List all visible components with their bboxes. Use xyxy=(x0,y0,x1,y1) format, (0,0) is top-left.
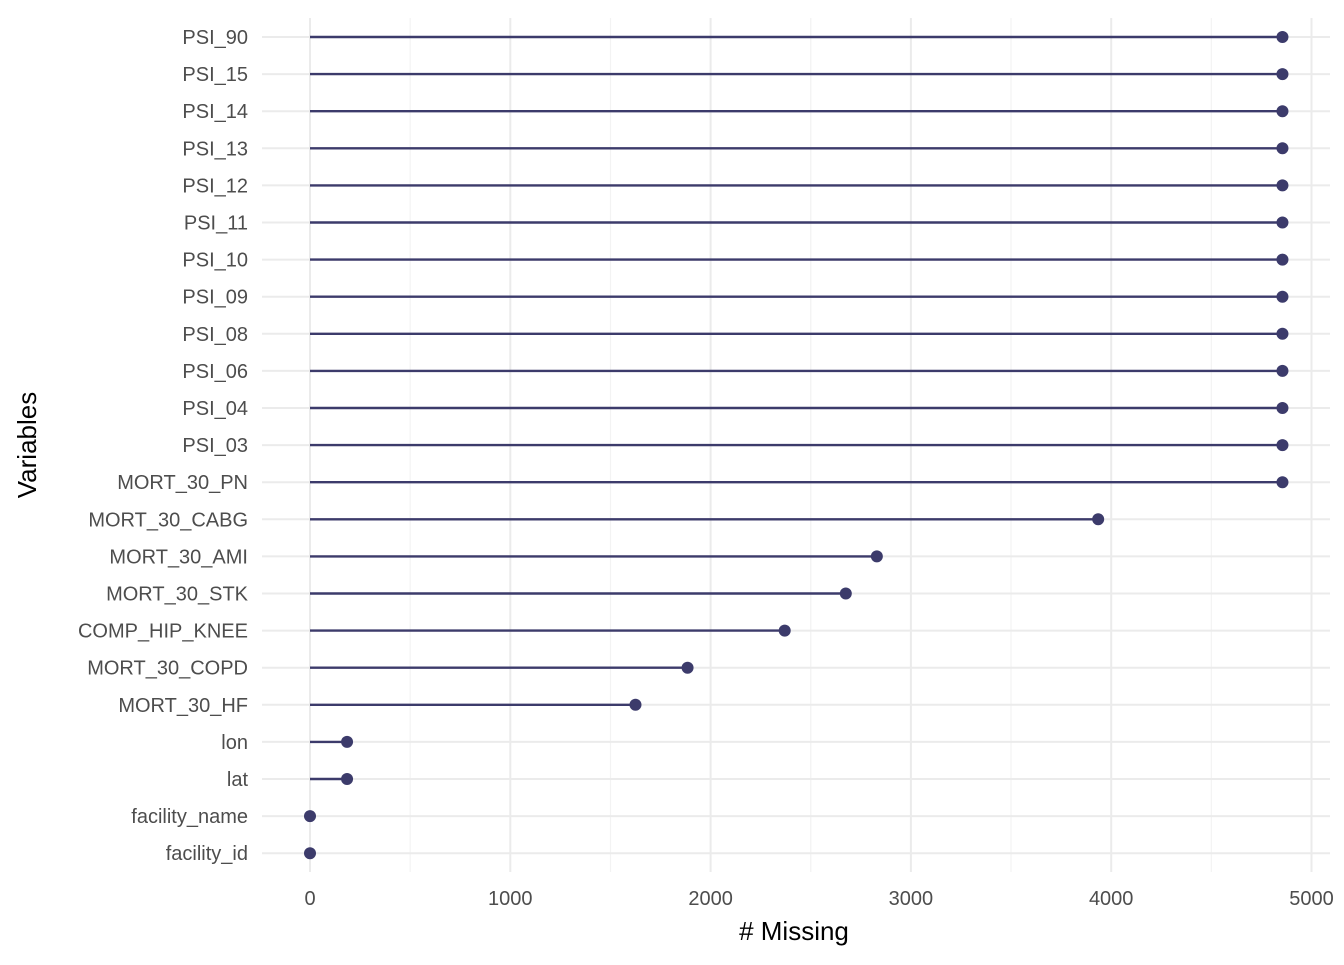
y-tick-label: PSI_03 xyxy=(182,435,248,457)
y-tick-label: PSI_14 xyxy=(182,101,248,123)
x-tick-label: 5000 xyxy=(1289,888,1334,910)
y-tick-label: PSI_04 xyxy=(182,398,248,420)
lollipop-point xyxy=(304,810,316,823)
lollipop-point xyxy=(1276,105,1289,118)
x-axis-title: # Missing xyxy=(739,916,849,946)
y-tick-label: PSI_08 xyxy=(182,324,248,346)
lollipop-point xyxy=(1276,142,1289,155)
lollipop-point xyxy=(1276,68,1289,81)
lollipop-point xyxy=(341,735,354,748)
x-tick-label: 0 xyxy=(304,888,315,910)
y-tick-label: MORT_30_STK xyxy=(106,584,249,606)
lollipop-point xyxy=(1276,402,1289,414)
y-tick-label: MORT_30_HF xyxy=(118,695,248,717)
lollipop-point xyxy=(1092,513,1105,526)
lollipop-point xyxy=(341,773,354,785)
y-tick-label: facility_name xyxy=(131,806,248,828)
x-tick-label: 2000 xyxy=(688,888,733,910)
lollipop-point xyxy=(304,847,316,860)
y-tick-label: PSI_10 xyxy=(182,250,248,272)
lollipop-point xyxy=(778,624,791,637)
y-tick-label: MORT_30_PN xyxy=(117,472,248,494)
lollipop-point xyxy=(629,698,642,711)
y-tick-label: COMP_HIP_KNEE xyxy=(78,621,248,643)
lollipop-point xyxy=(1276,364,1289,377)
y-tick-label: facility_id xyxy=(166,843,248,865)
lollipop-point xyxy=(1276,179,1289,192)
lollipop-point xyxy=(1276,327,1289,340)
y-tick-label: PSI_06 xyxy=(182,361,248,383)
y-tick-label: MORT_30_CABG xyxy=(88,509,248,531)
x-tick-label: 3000 xyxy=(889,888,934,910)
y-tick-label: MORT_30_COPD xyxy=(87,658,248,680)
y-tick-label: lon xyxy=(221,732,248,754)
x-tick-label: 1000 xyxy=(488,888,533,910)
lollipop-point xyxy=(681,661,694,674)
y-tick-label: PSI_09 xyxy=(182,287,248,309)
y-axis-tick-labels: PSI_90 PSI_15 PSI_14 PSI_13 PSI_12 PSI_11 PSI_… xyxy=(78,27,249,865)
lollipop-point xyxy=(870,550,883,563)
y-tick-label: PSI_12 xyxy=(182,175,248,197)
y-tick-label: PSI_15 xyxy=(182,64,248,86)
x-tick-label: 4000 xyxy=(1089,888,1134,910)
marks xyxy=(304,31,1289,860)
x-axis-tick-labels: 0 1000 2000 3000 4000 5000 xyxy=(304,888,1333,910)
y-axis-title: Variables xyxy=(12,392,42,498)
lollipop-point xyxy=(1276,439,1289,452)
lollipop-point xyxy=(1276,253,1289,266)
lollipop-point xyxy=(1276,31,1289,43)
y-tick-label: PSI_11 xyxy=(184,213,248,235)
y-tick-label: PSI_90 xyxy=(182,27,248,49)
lollipop-point xyxy=(1276,216,1289,229)
y-tick-label: MORT_30_AMI xyxy=(109,546,248,568)
lollipop-point xyxy=(839,587,852,600)
y-tick-label: lat xyxy=(227,769,249,791)
y-tick-label: PSI_13 xyxy=(182,138,248,160)
lollipop-point xyxy=(1276,290,1289,303)
lollipop-point xyxy=(1276,476,1289,489)
